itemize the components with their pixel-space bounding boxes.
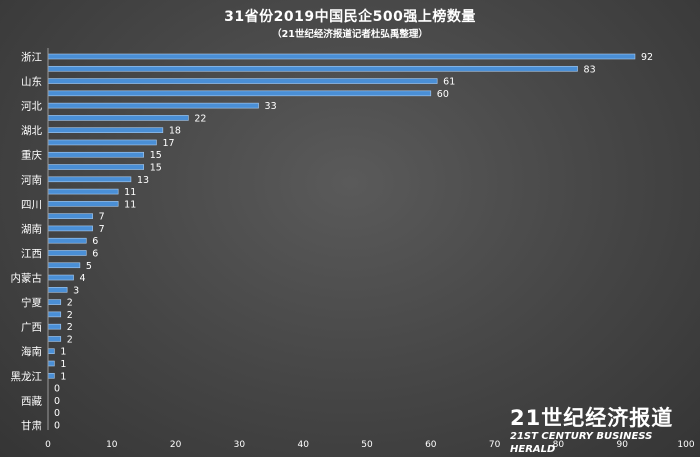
chart-subtitle: （21世纪经济报道记者杜弘禹整理）: [272, 29, 428, 40]
bar: [47, 250, 87, 256]
bar: [47, 225, 93, 232]
bar: [47, 336, 62, 342]
x-tick-label: 70: [489, 440, 501, 450]
bar: [47, 348, 55, 355]
category-label: 黑龙江: [11, 370, 43, 383]
x-tick-label: 40: [297, 440, 309, 450]
x-tick-label: 60: [425, 440, 437, 450]
bar: [47, 299, 62, 305]
data-label: 7: [99, 224, 105, 235]
data-label: 2: [67, 298, 73, 309]
category-label: 河南: [21, 173, 42, 186]
category-label: 广西: [21, 322, 42, 334]
bar: [47, 176, 132, 183]
bar: [47, 372, 55, 379]
data-label: 15: [150, 150, 162, 161]
bar: [47, 53, 636, 60]
category-label: 河北: [21, 101, 42, 113]
bar: [47, 237, 87, 244]
data-label: 18: [169, 126, 181, 137]
category-label: 江西: [21, 248, 42, 260]
category-label: 湖北: [21, 125, 42, 137]
data-label: 22: [194, 113, 206, 124]
bar: [47, 360, 55, 367]
data-label: 33: [265, 101, 277, 112]
chart-title: 31省份2019中国民企500强上榜数量: [224, 9, 476, 25]
data-label: 17: [162, 138, 174, 149]
x-tick-label: 50: [361, 440, 373, 450]
bar: [47, 188, 119, 195]
data-label: 7: [99, 212, 105, 223]
bar: [47, 151, 144, 158]
bar: [47, 78, 438, 84]
bar: [47, 311, 62, 318]
data-label: 11: [124, 187, 136, 198]
x-tick-label: 30: [234, 440, 246, 450]
category-label: 内蒙古: [11, 272, 43, 285]
category-label: 海南: [21, 345, 42, 358]
bar: [47, 323, 62, 330]
bar: [47, 102, 259, 109]
data-label: 0: [54, 408, 60, 419]
x-tick-label: 10: [106, 440, 118, 450]
category-label: 宁夏: [21, 296, 42, 309]
bar: [47, 90, 432, 97]
data-label: 11: [124, 199, 136, 210]
x-tick-label: 20: [170, 440, 182, 450]
data-label: 83: [584, 64, 596, 75]
bar: [47, 115, 189, 121]
data-label: 1: [60, 359, 66, 370]
bar: [47, 65, 578, 72]
data-label: 0: [54, 396, 60, 407]
bar: [47, 164, 144, 170]
x-tick-label: 90: [616, 440, 628, 450]
data-label: 6: [92, 236, 98, 247]
data-label: 3: [73, 285, 79, 296]
category-label: 四川: [21, 199, 42, 211]
watermark-en: 21ST CENTURY BUSINESS HERALD: [510, 431, 653, 455]
data-label: 61: [443, 77, 455, 88]
data-label: 5: [86, 261, 92, 272]
data-label: 0: [54, 384, 60, 395]
bar: [47, 139, 157, 146]
data-label: 60: [437, 89, 449, 100]
bar: [47, 127, 164, 133]
brand-watermark: 21世纪经济报道 21ST CENTURY BUSINESS HERALD: [510, 406, 685, 456]
bar: [47, 213, 93, 219]
bar: [47, 262, 81, 269]
x-tick-label: 80: [553, 440, 565, 450]
bar: [47, 201, 119, 207]
data-label: 6: [92, 248, 98, 259]
data-label: 0: [54, 420, 60, 431]
category-label: 西藏: [21, 395, 42, 407]
x-tick-label: 0: [45, 440, 51, 450]
data-label: 2: [67, 334, 73, 345]
bar: [47, 287, 68, 293]
bars-layer: 9283616033221817151513111177665432222111…: [47, 52, 653, 431]
data-label: 92: [641, 52, 653, 63]
data-label: 4: [80, 273, 86, 284]
data-label: 13: [137, 175, 149, 186]
data-label: 2: [67, 310, 73, 321]
category-label: 重庆: [21, 149, 42, 162]
category-label: 浙江: [21, 52, 42, 64]
category-label: 山东: [21, 75, 42, 88]
category-label: 湖南: [21, 222, 42, 235]
watermark-cn: 21世纪经济报道: [510, 406, 674, 430]
data-label: 1: [60, 371, 66, 382]
data-label: 1: [60, 347, 66, 358]
x-tick-label: 100: [677, 440, 694, 450]
category-label: 甘肃: [21, 419, 42, 432]
data-label: 15: [150, 163, 162, 174]
data-label: 2: [67, 322, 73, 333]
bar: [47, 274, 74, 281]
